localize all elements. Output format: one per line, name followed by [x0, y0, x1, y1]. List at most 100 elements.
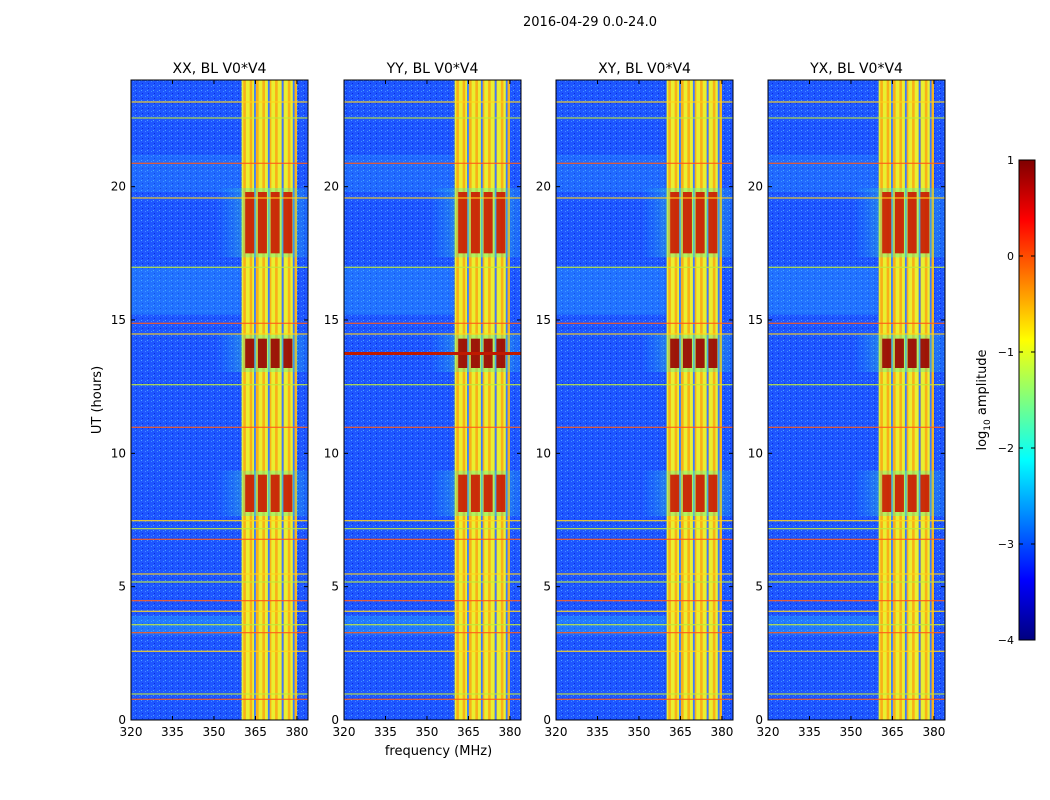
panel-title: XY, BL V0*V4 — [598, 61, 691, 77]
rfi-line — [131, 538, 308, 540]
rfi-line — [344, 426, 521, 428]
cyan-patch — [768, 616, 878, 635]
rfi-line — [131, 322, 308, 324]
rfi-line — [344, 632, 521, 634]
rfi-line — [556, 322, 733, 324]
rfi-line — [131, 384, 308, 386]
burst-cell — [496, 474, 506, 512]
y-tick-label: 20 — [536, 180, 551, 194]
rfi-line — [768, 117, 945, 119]
burst-cell — [907, 474, 917, 512]
y-tick-label: 15 — [324, 313, 339, 327]
burst-cell — [882, 338, 892, 368]
band-stripe — [893, 80, 896, 720]
burst-cell — [458, 192, 468, 254]
rfi-line — [556, 581, 733, 583]
y-tick-label: 10 — [324, 446, 339, 460]
burst-cell — [695, 338, 705, 368]
cyan-patch — [556, 154, 666, 192]
band-line — [267, 80, 270, 720]
band-stripe — [681, 80, 684, 720]
x-tick-label: 380 — [285, 725, 308, 739]
colorbar: 1 0 −1 −2 −3 −4 log10 amplitude — [975, 154, 1036, 647]
x-tick-label: 350 — [628, 725, 651, 739]
cyan-patch — [768, 266, 878, 315]
burst-glow — [641, 334, 733, 372]
rfi-line — [344, 520, 521, 522]
x-tick-label: 335 — [374, 725, 397, 739]
band-stripe — [456, 80, 459, 720]
band-stripe — [931, 80, 934, 720]
x-tick-label: 365 — [669, 725, 692, 739]
colorbar-tick-label: 0 — [1007, 250, 1014, 263]
burst-cell — [920, 192, 930, 254]
rfi-line — [556, 117, 733, 119]
rfi-line — [344, 117, 521, 119]
band-stripe — [687, 80, 690, 720]
y-tick-label: 5 — [755, 580, 763, 594]
burst-cell — [470, 192, 480, 254]
burst-cell — [270, 474, 280, 512]
rfi-line — [556, 632, 733, 634]
band-line — [918, 80, 921, 720]
figure-suptitle: 2016-04-29 0.0-24.0 — [523, 15, 657, 30]
rfi-line — [344, 581, 521, 583]
y-tick-label: 15 — [536, 313, 551, 327]
burst-cell — [245, 474, 255, 512]
band-line — [706, 80, 709, 720]
rfi-line — [344, 322, 521, 324]
rfi-line — [131, 573, 308, 575]
rfi-line — [768, 101, 945, 103]
band-stripe — [674, 80, 678, 720]
heatmap-image — [768, 80, 945, 720]
rfi-line — [556, 384, 733, 386]
burst-cell — [708, 338, 718, 368]
x-tick-label: 350 — [840, 725, 863, 739]
rfi-line — [131, 426, 308, 428]
burst-cell — [907, 192, 917, 254]
rfi-line — [131, 581, 308, 583]
burst-cell — [496, 192, 506, 254]
burst-cell — [270, 192, 280, 254]
colorbar-tick-label: −2 — [998, 442, 1014, 455]
rfi-line — [556, 528, 733, 530]
cyan-patch — [556, 266, 666, 315]
rfi-line — [131, 528, 308, 530]
rfi-line — [768, 528, 945, 530]
rfi-line — [556, 698, 733, 700]
burst-cell — [670, 474, 680, 512]
burst-cell — [907, 338, 917, 368]
burst-cell — [708, 474, 718, 512]
cyan-patch — [131, 266, 241, 315]
colorbar-label: log10 amplitude — [975, 349, 993, 450]
rfi-line — [768, 197, 945, 199]
band-line — [292, 80, 295, 720]
band-line — [929, 80, 932, 720]
rfi-line — [344, 266, 521, 268]
cyan-patch — [131, 154, 241, 192]
burst-cell — [695, 192, 705, 254]
rfi-line — [131, 624, 308, 626]
rfi-line — [768, 426, 945, 428]
rfi-line — [556, 624, 733, 626]
burst-cell — [920, 338, 930, 368]
rfi-line — [131, 266, 308, 268]
axes-frame — [130, 79, 309, 721]
rfi-line — [131, 117, 308, 119]
colorbar-tick-label: 1 — [1007, 154, 1014, 167]
band-stripe — [905, 80, 909, 720]
burst-cell — [257, 192, 267, 254]
rfi-line — [131, 101, 308, 103]
panel-3: XY, BL V0*V4 320 335 350 365 380 0 5 10 15 20 — [536, 61, 734, 739]
y-tick-label: 20 — [324, 180, 339, 194]
rfi-line — [768, 322, 945, 324]
rfi-line — [131, 333, 308, 335]
burst-glow — [216, 334, 308, 372]
rfi-line — [344, 600, 521, 602]
panel-title: XX, BL V0*V4 — [173, 61, 267, 77]
rfi-line — [131, 197, 308, 199]
band-line — [281, 80, 284, 720]
band-stripe — [693, 80, 697, 720]
burst-cell — [882, 192, 892, 254]
rfi-line — [131, 650, 308, 652]
